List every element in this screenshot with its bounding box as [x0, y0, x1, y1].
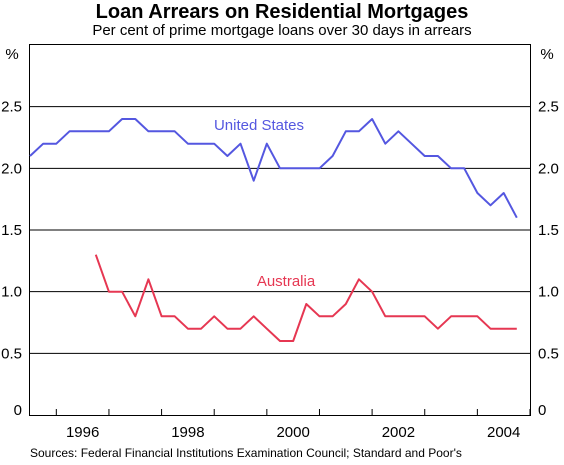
y-tick-label-right: 2.5: [538, 99, 559, 116]
source-note: Sources: Federal Financial Institutions …: [30, 446, 462, 460]
x-tick-label: 1996: [66, 424, 99, 441]
x-tick-label: 1998: [171, 424, 204, 441]
y-tick-label-left: 0.5: [1, 345, 22, 362]
y-tick-label-right: 1.0: [538, 284, 559, 301]
x-tick-label: 2004: [487, 424, 520, 441]
y-tick-label-right: 0: [538, 402, 546, 419]
y-tick-label-right: 1.5: [538, 222, 559, 239]
series-lines: [29, 118, 518, 342]
x-tick-label: 2002: [382, 424, 415, 441]
y-tick-labels: 0 0 0.5 0.5 1.0 1.0 1.5 1.5 2.0 2.0 2.5 2.5: [1, 99, 559, 419]
x-tick-label: 2000: [276, 424, 309, 441]
y-tick-label-left: 0: [14, 402, 22, 419]
y-tick-label-left: 1.5: [1, 222, 22, 239]
y-tick-label-right: 0.5: [538, 345, 559, 362]
chart-subtitle: Per cent of prime mortgage loans over 30…: [92, 22, 472, 39]
y-tick-label-left: 1.0: [1, 284, 22, 301]
y-tick-label-left: 2.5: [1, 99, 22, 116]
plot-frame: [29, 44, 531, 416]
x-ticks: 1996 1998 2000 2002 2004: [55, 409, 531, 441]
chart-title: Loan Arrears on Residential Mortgages: [95, 1, 469, 23]
right-unit-label: %: [540, 46, 553, 63]
series-line-australia: [94, 254, 517, 342]
series-line-united-states: [29, 118, 518, 219]
y-tick-label-left: 2.0: [1, 160, 22, 177]
series-label-australia: Australia: [257, 273, 316, 290]
y-tick-label-right: 2.0: [538, 160, 559, 177]
left-unit-label: %: [5, 46, 18, 63]
series-label-united-states: United States: [214, 117, 304, 134]
